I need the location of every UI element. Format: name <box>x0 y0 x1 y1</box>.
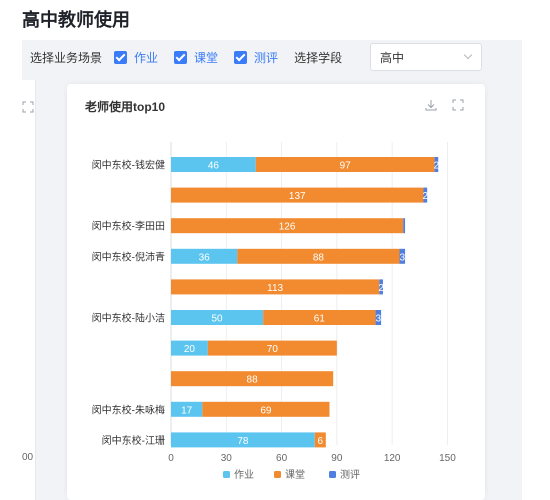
bar-segment <box>171 310 264 325</box>
legend-swatch <box>223 471 230 478</box>
bar-segment <box>263 310 376 325</box>
data-label: 88 <box>247 375 259 386</box>
bar-segment <box>171 248 238 264</box>
bar-segment <box>434 157 439 172</box>
legend-label: 课堂 <box>285 469 305 481</box>
bar-segment <box>202 401 330 417</box>
bar-segment <box>237 248 400 264</box>
data-label: 50 <box>212 314 224 325</box>
stage-label: 选择学段 <box>294 50 343 65</box>
scene-label: 选择业务场景 <box>30 50 103 65</box>
bar-segment <box>399 248 406 264</box>
x-tick-label: 0 <box>168 453 174 464</box>
checkbox-checked-icon[interactable] <box>174 50 188 64</box>
category-label: 闵中东校-钱宏健 <box>92 159 165 172</box>
bar-segment <box>171 157 256 172</box>
legend-swatch <box>274 471 281 478</box>
data-label: 70 <box>267 344 279 355</box>
bar-segment <box>255 157 435 172</box>
x-tick-label: 60 <box>276 453 288 464</box>
data-label: 20 <box>184 344 196 355</box>
x-tick-label: 90 <box>331 453 343 464</box>
bar-segment <box>403 218 406 234</box>
checkbox-classroom[interactable]: 课堂 <box>174 49 218 66</box>
data-label: 137 <box>289 191 306 202</box>
data-label: 3 <box>376 314 382 325</box>
bar-segment <box>423 187 428 203</box>
bar-segment <box>171 432 315 448</box>
x-tick-label: 120 <box>384 453 401 464</box>
data-label: 126 <box>279 222 296 233</box>
download-icon[interactable] <box>425 99 437 111</box>
checkbox-label: 作业 <box>134 50 159 65</box>
category-label: 闵中东校-倪沛青 <box>92 250 165 263</box>
x-tick-label: 30 <box>221 453 233 464</box>
category-label: 闵中东校-江珊 <box>102 434 165 447</box>
bar-segment <box>171 401 203 417</box>
data-label: 2 <box>378 283 384 294</box>
stage-select-value: 高中 <box>380 50 405 65</box>
bar-segment <box>314 432 326 448</box>
x-tick-label: 150 <box>439 453 456 464</box>
bar-segment <box>171 371 334 387</box>
bar-segment <box>171 340 208 356</box>
data-label: 2 <box>423 191 429 202</box>
data-label: 17 <box>181 405 193 416</box>
chart-card: 老师使用top10 0 30 60 90 120 150 闵中东校-钱宏健 46 97 2 137 2… <box>67 84 485 500</box>
data-label: 6 <box>318 436 324 447</box>
data-label: 97 <box>340 161 352 172</box>
data-label: 69 <box>260 405 272 416</box>
legend-label: 作业 <box>234 469 254 481</box>
bar-segment <box>171 187 424 203</box>
checkbox-checked-icon[interactable] <box>234 50 248 64</box>
expand-icon[interactable] <box>22 101 34 113</box>
data-label: 61 <box>314 314 326 325</box>
expand-icon[interactable] <box>452 99 464 111</box>
category-label: 闵中东校-李田田 <box>92 220 165 233</box>
data-label: 46 <box>208 161 220 172</box>
bar-segment <box>207 340 337 356</box>
legend-label: 测评 <box>340 468 360 481</box>
bar-segment <box>171 218 404 234</box>
chevron-down-icon <box>463 50 473 60</box>
left-chart-card <box>0 80 36 500</box>
checkbox-assessment[interactable]: 测评 <box>234 49 278 66</box>
checkbox-label: 课堂 <box>194 50 219 65</box>
data-label: 88 <box>313 252 325 263</box>
checkbox-homework[interactable]: 作业 <box>114 49 158 66</box>
data-label: 2 <box>434 161 440 172</box>
page-title: 高中教师使用 <box>22 10 130 30</box>
bar-segment <box>379 279 383 295</box>
checkbox-label: 测评 <box>254 50 279 65</box>
partial-tick-label: 00 <box>22 452 34 463</box>
category-label: 闵中东校-朱咏梅 <box>92 403 165 416</box>
data-label: 113 <box>267 283 283 294</box>
data-label: 78 <box>237 436 249 447</box>
stage-select[interactable]: 高中 <box>370 43 482 71</box>
category-label: 闵中东校-陆小洁 <box>92 312 165 325</box>
bar-segment <box>171 279 380 295</box>
data-label: 3 <box>400 252 406 263</box>
bar-segment <box>375 310 382 325</box>
filter-bar: 选择业务场景 作业 课堂 测评 选择学段 高中 <box>22 40 522 74</box>
legend-swatch <box>329 471 336 478</box>
checkbox-checked-icon[interactable] <box>114 50 128 64</box>
data-label: 36 <box>199 252 211 263</box>
bar-chart: 0 30 60 90 120 150 闵中东校-钱宏健 46 97 2 137 2 闵中东校-李田田 12… <box>92 142 456 481</box>
chart-title: 老师使用top10 <box>85 100 166 114</box>
